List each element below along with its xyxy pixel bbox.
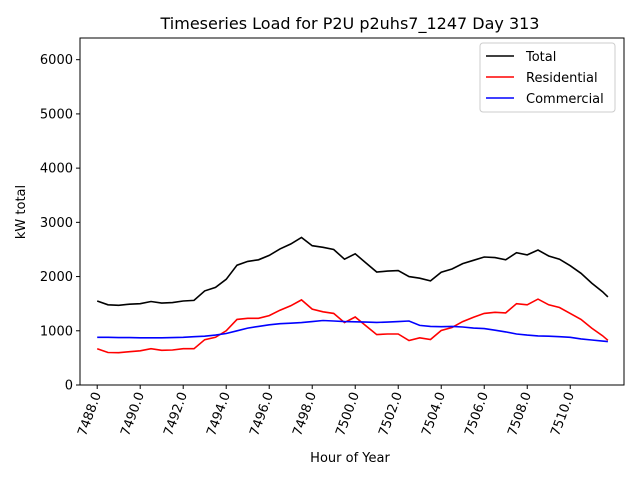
x-tick-label: 7488.0 — [75, 390, 105, 438]
y-axis: 0 1000 2000 3000 4000 5000 6000 — [40, 53, 80, 394]
legend: Total Residential Commercial — [479, 42, 616, 113]
legend-label-residential: Residential — [526, 71, 598, 86]
x-tick-label: 7500.0 — [333, 390, 363, 438]
y-tick-label: 6000 — [40, 53, 73, 68]
x-tick-label: 7494.0 — [204, 390, 234, 438]
y-tick-label: 4000 — [40, 162, 73, 177]
y-tick-label: 3000 — [40, 216, 73, 231]
y-tick-label: 0 — [65, 379, 73, 394]
chart-title: Timeseries Load for P2U p2uhs7_1247 Day … — [160, 14, 540, 34]
legend-box — [479, 42, 616, 113]
y-tick-label: 5000 — [40, 107, 73, 122]
x-tick-label: 7492.0 — [161, 390, 191, 438]
series-line-residential — [96, 298, 609, 354]
series-line-commercial — [97, 319, 608, 343]
x-tick-label: 7496.0 — [247, 390, 277, 438]
x-axis: 7488.0 7490.0 7492.0 7494.0 7496.0 7498.0 7500… — [75, 385, 578, 438]
x-tick-label: 7498.0 — [290, 390, 320, 438]
series-line-total — [96, 236, 609, 307]
x-tick-label: 7506.0 — [462, 390, 492, 438]
legend-label-total: Total — [525, 50, 556, 65]
x-axis-label: Hour of Year — [310, 451, 390, 466]
y-tick-label: 2000 — [40, 270, 73, 285]
y-axis-label: kW total — [14, 185, 29, 239]
axes-frame — [79, 37, 625, 386]
x-tick-label: 7510.0 — [548, 390, 578, 438]
x-tick-label: 7502.0 — [376, 390, 406, 438]
plot-area — [96, 236, 609, 354]
legend-label-commercial: Commercial — [526, 92, 604, 107]
x-tick-label: 7490.0 — [118, 390, 148, 438]
y-tick-label: 1000 — [40, 324, 73, 339]
x-tick-label: 7508.0 — [505, 390, 535, 438]
x-tick-label: 7504.0 — [419, 390, 449, 438]
